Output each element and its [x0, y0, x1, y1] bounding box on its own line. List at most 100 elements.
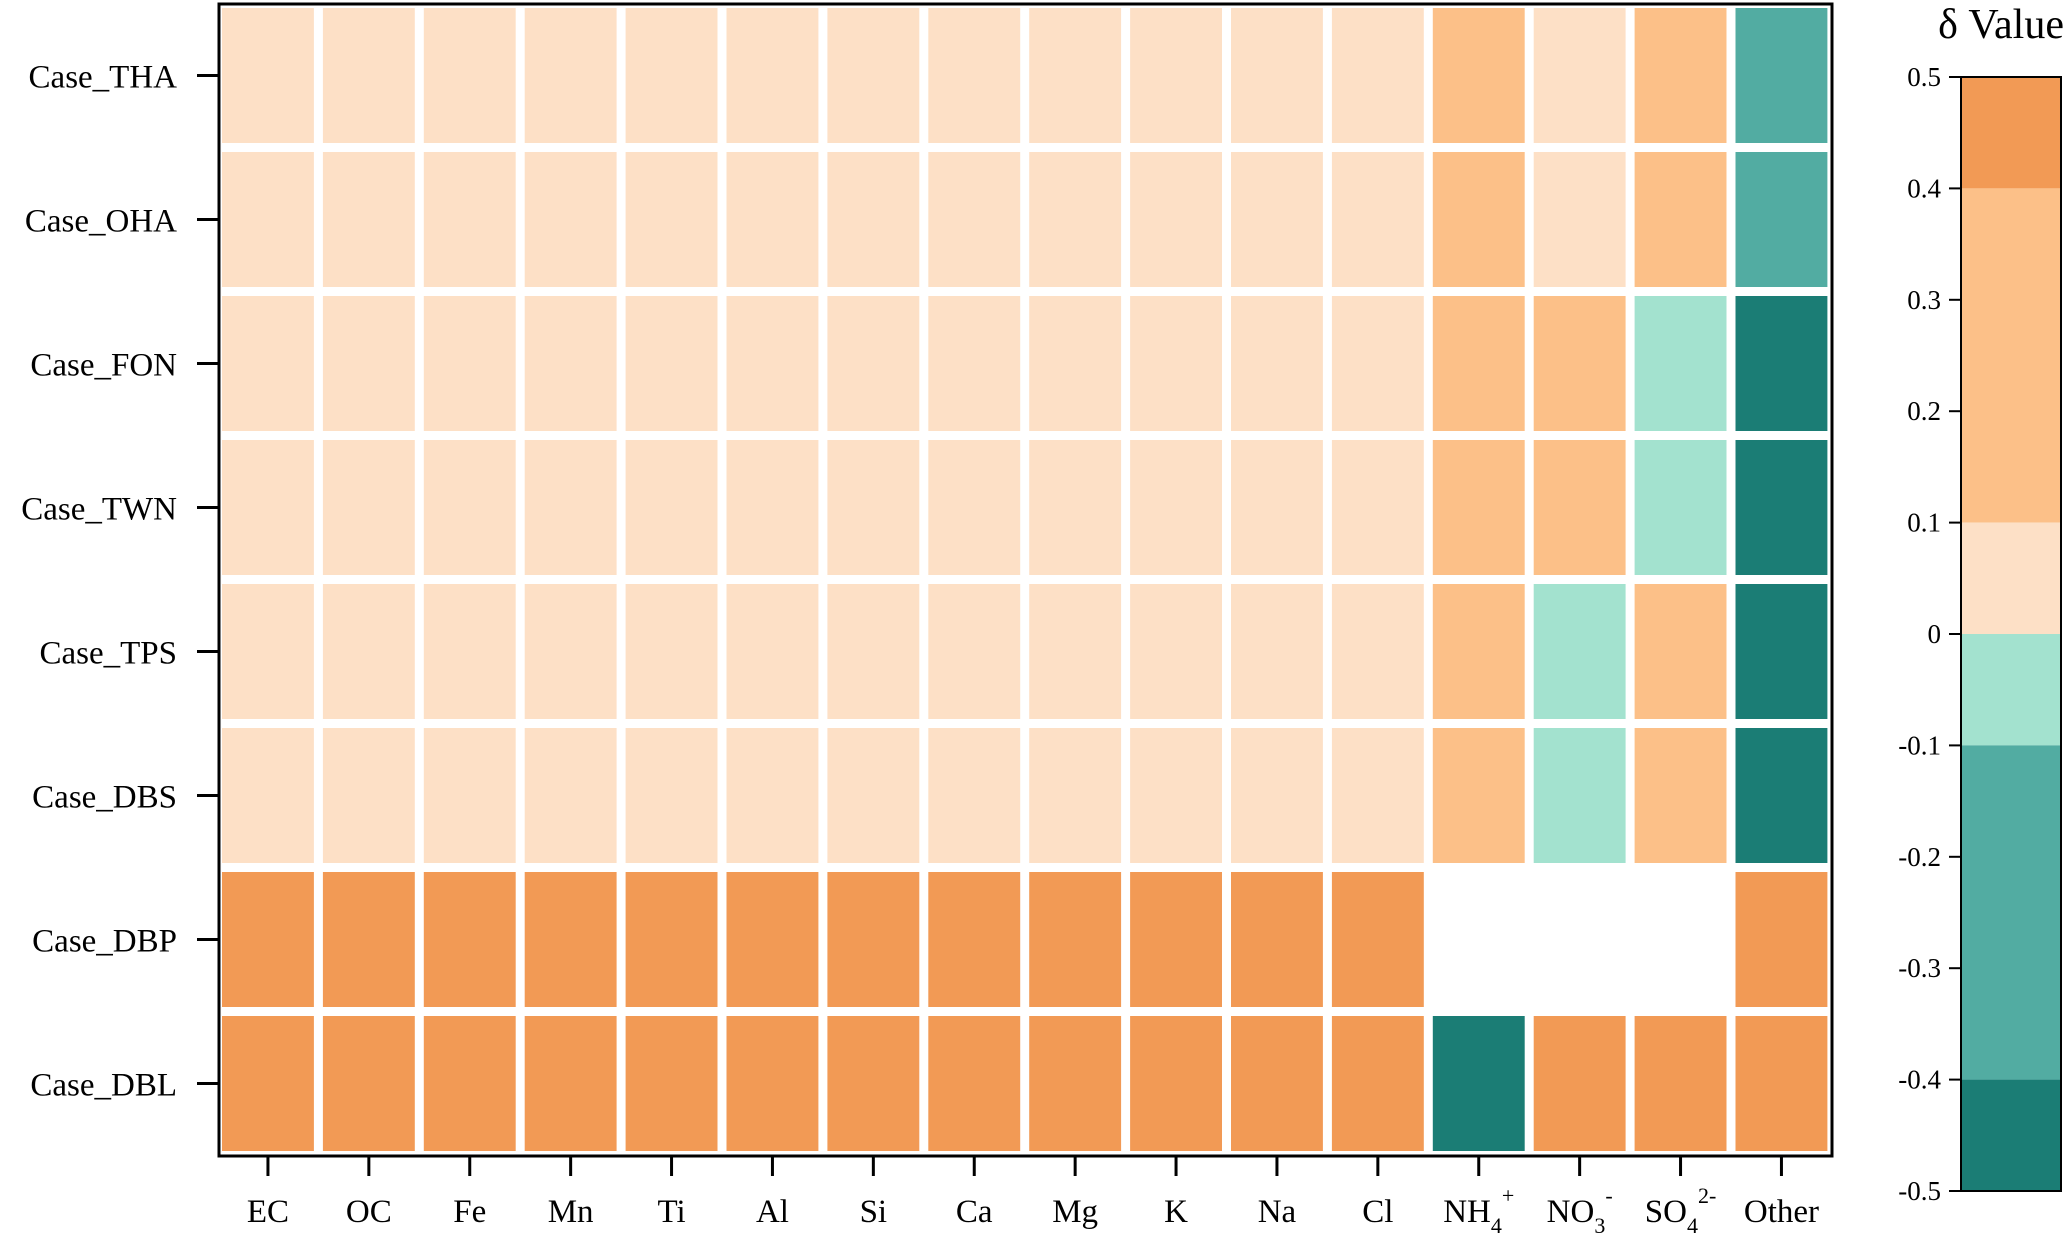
heatmap-cell — [1331, 1016, 1424, 1151]
heatmap-cell — [322, 1016, 415, 1151]
x-tick-label: NH4+ — [1443, 1183, 1514, 1238]
heatmap-cell — [1735, 584, 1828, 719]
x-tick-label: OC — [346, 1194, 392, 1230]
heatmap-cell — [827, 152, 920, 287]
heatmap-cell — [524, 8, 617, 143]
heatmap-cell — [1130, 152, 1222, 287]
heatmap-cell — [1130, 440, 1222, 575]
heatmap-cell — [1533, 584, 1626, 719]
heatmap-cell — [1432, 584, 1525, 719]
heatmap-cell — [625, 872, 718, 1007]
heatmap-cell — [1533, 296, 1626, 431]
heatmap-cell — [1331, 152, 1424, 287]
heatmap-cell — [1331, 584, 1424, 719]
heatmap-cell — [423, 872, 516, 1007]
heatmap-cell — [1231, 8, 1323, 143]
heatmap-cell — [1029, 1016, 1122, 1151]
y-tick-label: Case_OHA — [25, 204, 177, 240]
heatmap-cell — [1634, 8, 1727, 143]
heatmap-cell — [222, 152, 314, 287]
colorbar-tick-label: -0.2 — [1898, 842, 1941, 872]
heatmap-cell — [928, 152, 1021, 287]
x-tick-label: Other — [1744, 1194, 1819, 1230]
colorbar-tick-label: -0.5 — [1898, 1176, 1941, 1206]
heatmap-cell — [1735, 296, 1828, 431]
y-axis: Case_THA Case_OHA Case_FON Case_TWN Case_TPS… — [21, 60, 219, 1104]
colorbar-tick-label: 0.2 — [1907, 396, 1941, 426]
heatmap-cell — [1432, 8, 1525, 143]
y-tick-label: Case_TPS — [39, 636, 177, 672]
heatmap-cell — [827, 728, 920, 863]
x-tick-label: Ti — [657, 1194, 685, 1230]
y-tick-label: Case_DBL — [30, 1068, 177, 1104]
heatmap-cell — [625, 728, 718, 863]
heatmap-cell — [423, 440, 516, 575]
heatmap-cell — [625, 1016, 718, 1151]
colorbar-title: δ Value — [1938, 2, 2064, 48]
heatmap-cell — [928, 1016, 1021, 1151]
heatmap-cell — [726, 152, 819, 287]
colorbar-bin — [1961, 188, 2061, 523]
heatmap-cell — [928, 296, 1021, 431]
heatmap-cell — [524, 872, 617, 1007]
x-axis: EC OC Fe Mn Ti Al Si Ca Mg K Na Cl NH4+ NO3- SO42- Othe… — [247, 1156, 1819, 1238]
x-tick-label: SO42- — [1645, 1183, 1717, 1238]
heatmap-cell — [1533, 1016, 1626, 1151]
colorbar-bin — [1961, 522, 2061, 634]
heatmap-cell — [928, 872, 1021, 1007]
heatmap-cell — [827, 1016, 920, 1151]
y-tick-label: Case_DBS — [32, 780, 177, 816]
heatmap-cell — [1735, 440, 1828, 575]
heatmap-cell — [625, 8, 718, 143]
heatmap-cell — [1130, 1016, 1222, 1151]
heatmap-cell — [1130, 728, 1222, 863]
heatmap-cell — [1130, 584, 1222, 719]
colorbar-bin — [1961, 634, 2061, 746]
colorbar-bin — [1961, 1079, 2061, 1191]
heatmap-cell — [1432, 152, 1525, 287]
heatmap-cell — [222, 728, 314, 863]
heatmap-cell — [322, 152, 415, 287]
heatmap-cell — [1029, 8, 1122, 143]
heatmap-cell — [827, 872, 920, 1007]
plot-frame — [217, 2, 1834, 1158]
heatmap-cell — [1331, 8, 1424, 143]
colorbar: δ Value 0.5 0.4 0.3 0.2 0.1 0 -0.1 -0.2 -0.3 -0.4… — [1898, 2, 2064, 1206]
heatmap-cell — [524, 152, 617, 287]
heatmap-cell — [1029, 152, 1122, 287]
heatmap-cell — [524, 1016, 617, 1151]
heatmap-cell — [928, 8, 1021, 143]
heatmap-cell — [1231, 872, 1323, 1007]
heatmap-cell — [1231, 728, 1323, 863]
heatmap-cell — [524, 728, 617, 863]
x-tick-label: Na — [1258, 1194, 1297, 1230]
heatmap-cell — [625, 296, 718, 431]
heatmap-cell — [625, 152, 718, 287]
heatmap-cell — [1231, 152, 1323, 287]
heatmap-cell — [322, 728, 415, 863]
heatmap-cell — [1231, 440, 1323, 575]
heatmap-cell — [1533, 728, 1626, 863]
heatmap-cell — [1634, 296, 1727, 431]
heatmap-cells — [222, 8, 1828, 1151]
heatmap-cell — [1432, 728, 1525, 863]
heatmap-cell — [1634, 584, 1727, 719]
heatmap-cell — [726, 1016, 819, 1151]
heatmap-cell — [726, 440, 819, 575]
y-tick-label: Case_THA — [29, 60, 178, 96]
heatmap-cell — [1533, 152, 1626, 287]
heatmap-cell — [423, 8, 516, 143]
heatmap-cell — [222, 440, 314, 575]
heatmap-cell — [928, 584, 1021, 719]
heatmap-cell — [222, 872, 314, 1007]
heatmap-cell — [1634, 440, 1727, 575]
heatmap-cell — [222, 296, 314, 431]
colorbar-tick-label: 0.1 — [1907, 508, 1941, 538]
heatmap-cell — [1432, 440, 1525, 575]
heatmap-cell — [827, 440, 920, 575]
heatmap-cell — [1029, 584, 1122, 719]
colorbar-tick-label: 0.5 — [1907, 62, 1941, 92]
heatmap-cell — [1634, 152, 1727, 287]
heatmap-cell — [1331, 872, 1424, 1007]
colorbar-bin — [1961, 745, 2061, 1080]
